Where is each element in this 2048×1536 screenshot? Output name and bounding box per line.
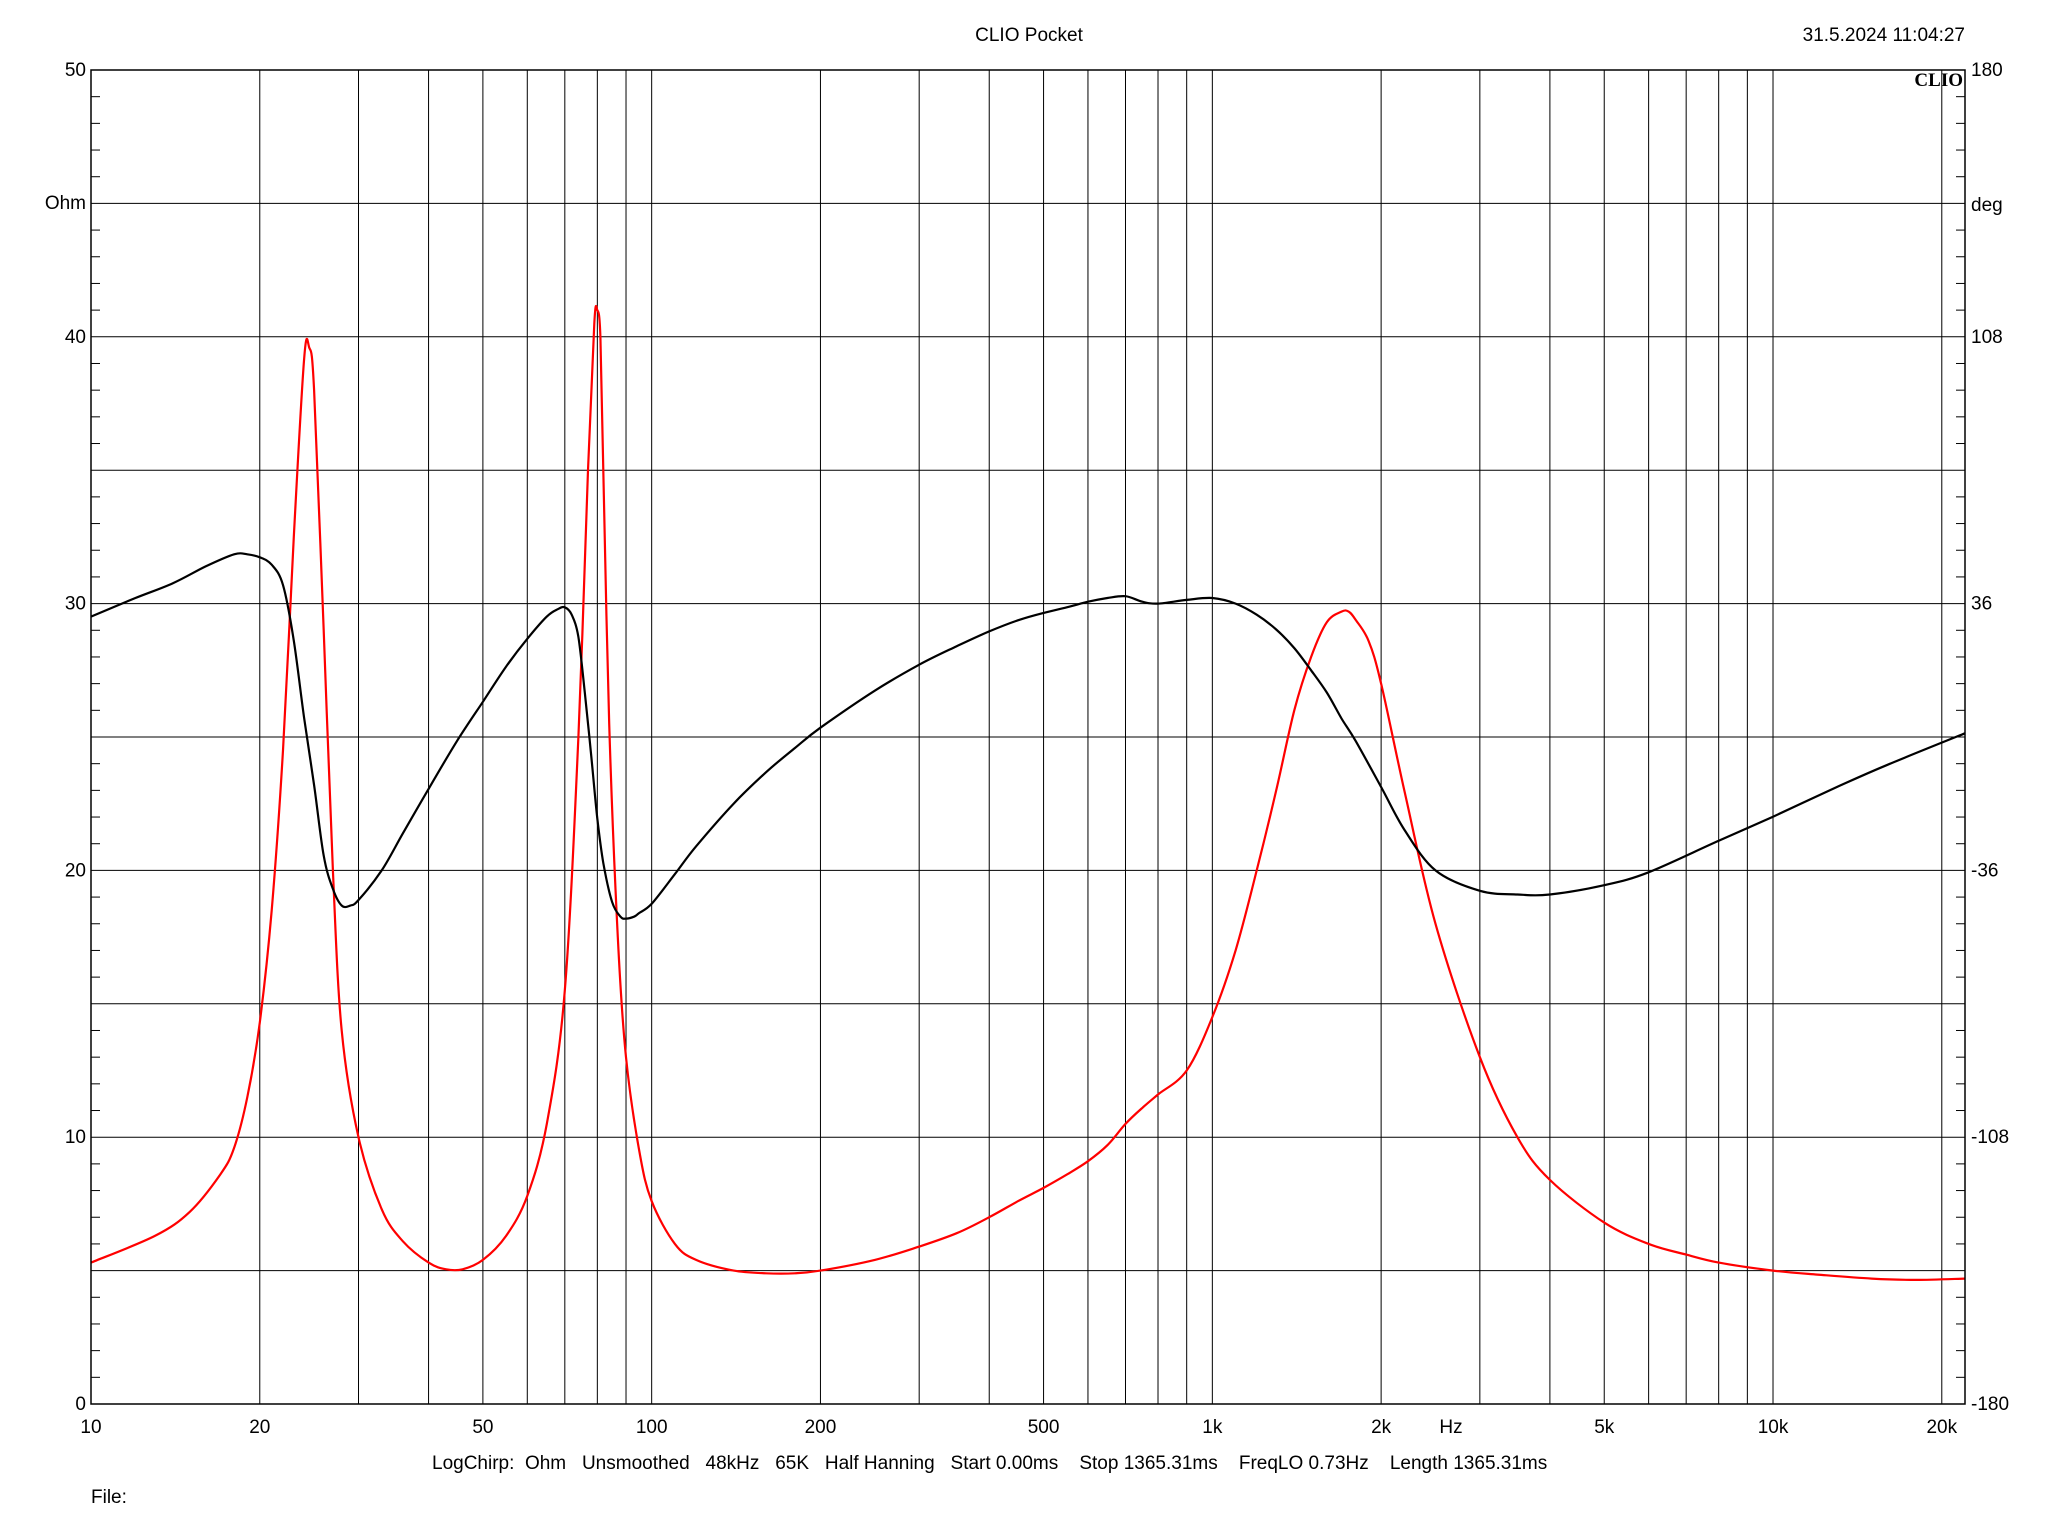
right-tick-label: 108 xyxy=(1971,327,2003,348)
right-tick-label: -180 xyxy=(1971,1394,2009,1415)
timestamp: 31.5.2024 11:04:27 xyxy=(1803,25,1965,46)
x-tick-label: 50 xyxy=(472,1417,493,1438)
phase-curve xyxy=(90,552,1966,920)
x-tick-label: 200 xyxy=(805,1417,837,1438)
impedance-curve xyxy=(90,304,1966,1281)
left-tick-label: 50 xyxy=(65,60,86,81)
x-tick-label: 100 xyxy=(636,1417,668,1438)
series-layer xyxy=(90,304,1966,1281)
left-tick-label: 0 xyxy=(75,1394,86,1415)
x-tick-label: 10k xyxy=(1758,1417,1789,1438)
left-tick-label: 40 xyxy=(65,327,86,348)
plot-frame xyxy=(90,69,1966,1405)
left-axis-unit: Ohm xyxy=(45,193,86,214)
measurement-settings: LogChirp: Ohm Unsmoothed 48kHz 65K Half … xyxy=(432,1453,1547,1474)
chart-title: CLIO Pocket xyxy=(975,25,1083,46)
left-tick-label: 20 xyxy=(65,860,86,881)
file-label: File: xyxy=(91,1487,127,1508)
x-tick-label: 20k xyxy=(1926,1417,1957,1438)
x-tick-label: 2k xyxy=(1371,1417,1392,1438)
right-tick-label: -108 xyxy=(1971,1127,2009,1148)
right-tick-label: 36 xyxy=(1971,594,1992,615)
right-axis-unit: deg xyxy=(1971,195,2003,216)
x-tick-label: 20 xyxy=(249,1417,270,1438)
x-axis-unit: Hz xyxy=(1439,1417,1462,1438)
left-tick-label: 10 xyxy=(65,1127,86,1148)
x-tick-label: 5k xyxy=(1594,1417,1615,1438)
axis-labels: 10 20 50 100 200 500 1k 2k 5k 10k 20k01020304050-1… xyxy=(65,60,2009,1438)
grid xyxy=(91,70,1965,1404)
x-tick-label: 10 xyxy=(80,1417,101,1438)
brand-logo: CLIO xyxy=(1914,70,1963,91)
x-tick-label: 1k xyxy=(1202,1417,1223,1438)
x-tick-label: 500 xyxy=(1028,1417,1060,1438)
right-tick-label: 180 xyxy=(1971,60,2003,81)
right-tick-label: -36 xyxy=(1971,860,1998,881)
left-tick-label: 30 xyxy=(65,594,86,615)
